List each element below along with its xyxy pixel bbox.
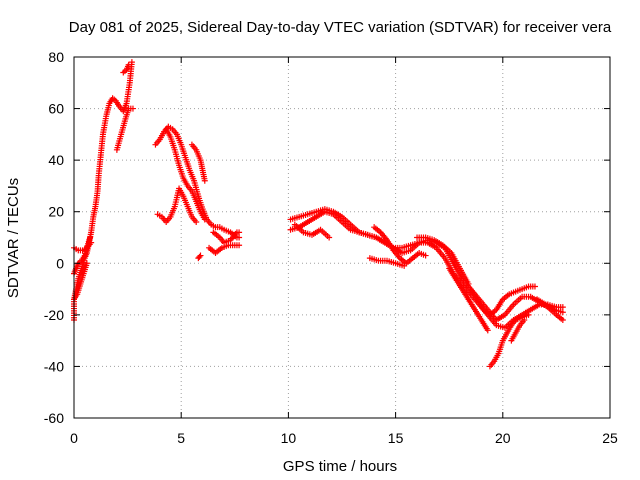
trace-segment bbox=[486, 311, 532, 370]
trace-segment bbox=[371, 224, 429, 267]
y-tick-label: -20 bbox=[44, 307, 64, 323]
chart-title: Day 081 of 2025, Sidereal Day-to-day VTE… bbox=[69, 19, 612, 36]
trace-segment bbox=[467, 283, 538, 318]
x-tick-label: 5 bbox=[177, 430, 185, 446]
data-point-plus bbox=[521, 317, 528, 324]
data-point-plus bbox=[201, 177, 208, 184]
y-tick-label: -60 bbox=[44, 410, 64, 426]
data-point-plus bbox=[236, 234, 243, 241]
y-tick-label: 0 bbox=[56, 255, 64, 271]
y-tick-label: 20 bbox=[48, 204, 64, 220]
data-point-plus bbox=[196, 253, 203, 260]
trace-segment bbox=[152, 123, 243, 241]
trace-segment bbox=[206, 242, 243, 256]
data-point-plus bbox=[559, 309, 566, 316]
trace-segment bbox=[154, 185, 200, 226]
data-point-plus bbox=[236, 229, 243, 236]
trace-segment bbox=[508, 317, 528, 344]
x-tick-label: 25 bbox=[602, 430, 618, 446]
trace-segment bbox=[414, 234, 472, 287]
x-tick-label: 15 bbox=[388, 430, 404, 446]
data-point-plus bbox=[465, 280, 472, 287]
trace-segment bbox=[188, 141, 208, 184]
data-point-plus bbox=[401, 262, 408, 269]
data-point-plus bbox=[87, 234, 94, 241]
plot-frame bbox=[73, 56, 611, 419]
trace-segment bbox=[120, 61, 132, 76]
data-point-plus bbox=[197, 252, 204, 259]
y-tick-label: -40 bbox=[44, 358, 64, 374]
trace-segment bbox=[534, 296, 566, 316]
trace-segment bbox=[210, 229, 243, 246]
data-point-plus bbox=[559, 304, 566, 311]
trace-segment bbox=[446, 265, 491, 334]
data-point-plus bbox=[422, 252, 429, 259]
trace-segment bbox=[113, 105, 136, 153]
data-point-plus bbox=[531, 283, 538, 290]
y-tick-label: 60 bbox=[48, 101, 64, 117]
data-point-plus bbox=[201, 216, 208, 223]
data-point-plus bbox=[88, 239, 95, 246]
data-point-plus bbox=[236, 242, 243, 249]
data-point-plus bbox=[83, 260, 90, 267]
x-axis-label: GPS time / hours bbox=[283, 458, 397, 475]
data-point-plus bbox=[525, 311, 532, 318]
grid bbox=[74, 57, 610, 418]
ticks: 0 5 10 15 20 25 -60 -40 -20 0 20 40 60 80 bbox=[44, 49, 618, 446]
trace-segment bbox=[366, 255, 408, 269]
trace-segment bbox=[291, 221, 333, 241]
data-point-plus bbox=[326, 234, 333, 241]
trace-segment bbox=[195, 252, 204, 262]
data-point-plus bbox=[128, 59, 135, 66]
data-layer bbox=[71, 59, 566, 370]
data-point-plus bbox=[129, 105, 136, 112]
y-axis-label: SDTVAR / TECUs bbox=[5, 178, 22, 298]
x-tick-label: 0 bbox=[70, 430, 78, 446]
trace-segment bbox=[163, 126, 208, 223]
data-point-plus bbox=[193, 219, 200, 226]
x-tick-label: 10 bbox=[281, 430, 297, 446]
data-point-plus bbox=[559, 317, 566, 324]
y-tick-label: 40 bbox=[48, 152, 64, 168]
y-tick-label: 80 bbox=[48, 49, 64, 65]
data-point-plus bbox=[125, 61, 132, 68]
data-point-plus bbox=[484, 327, 491, 334]
x-tick-label: 20 bbox=[495, 430, 511, 446]
